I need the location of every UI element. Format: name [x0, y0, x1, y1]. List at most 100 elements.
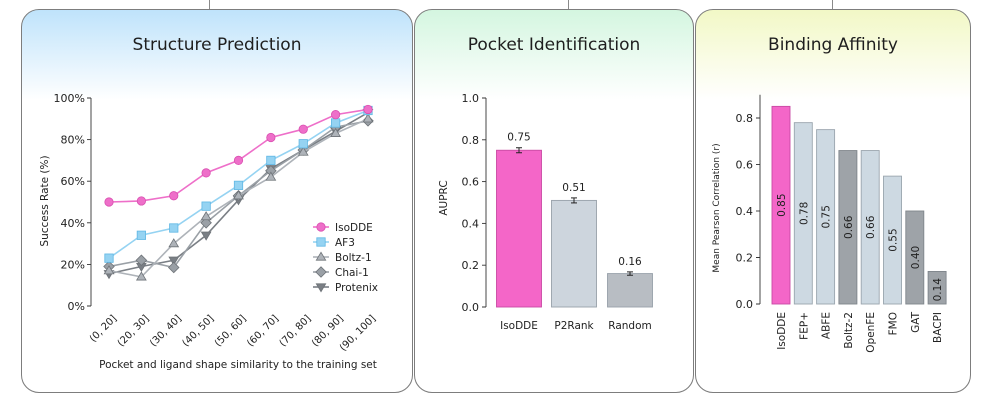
value-label: 0.14 — [932, 278, 944, 302]
panel-title: Structure Prediction — [132, 35, 302, 55]
bar-boltz-2 — [838, 150, 858, 305]
y-axis-label: AUPRC — [438, 180, 450, 215]
value-label: 0.66 — [865, 215, 877, 239]
y-tick-label: 0.0 — [462, 301, 480, 314]
legend-marker — [316, 237, 326, 247]
legend-label: Chai-1 — [335, 267, 369, 279]
panel-title: Binding Affinity — [768, 35, 898, 55]
legend-entry: IsoDDE — [313, 222, 373, 234]
value-label: 0.85 — [776, 193, 788, 216]
y-tick-label: 0.2 — [462, 259, 480, 272]
data-point — [266, 155, 276, 165]
data-point — [135, 271, 147, 281]
legend-entry: AF3 — [313, 237, 355, 249]
bar-fep- — [793, 122, 813, 305]
y-tick-label: 0.8 — [462, 134, 480, 147]
value-label: 0.75 — [507, 132, 530, 144]
data-point — [362, 113, 374, 123]
data-point — [298, 139, 308, 149]
data-point — [104, 253, 114, 263]
y-tick-label: 20% — [61, 258, 85, 271]
data-point — [297, 146, 309, 156]
y-axis-label: Success Rate (%) — [39, 155, 51, 246]
y-tick-label: 0.4 — [462, 217, 480, 230]
data-point — [168, 256, 180, 266]
bar-gat — [905, 210, 925, 305]
legend-entry: Chai-1 — [313, 266, 369, 279]
data-point — [298, 124, 308, 134]
bar-isodde — [496, 149, 542, 308]
data-point — [104, 197, 114, 207]
bar-abfe — [816, 129, 836, 305]
x-tick-label: (60, 70] — [245, 313, 281, 349]
value-label: 0.66 — [843, 215, 855, 239]
panel-title: Pocket Identification — [467, 35, 641, 55]
data-point — [201, 168, 211, 178]
y-tick-label: 0.2 — [736, 252, 754, 265]
bar-p2rank — [551, 199, 597, 308]
data-point — [103, 265, 115, 275]
value-label: 0.55 — [888, 228, 900, 251]
x-tick-label: P2Rank — [554, 320, 594, 332]
y-tick-label: 0.0 — [736, 298, 754, 311]
legend-entry: Boltz-1 — [313, 251, 372, 264]
x-tick-label: (70, 80] — [278, 313, 314, 349]
legend-marker — [316, 222, 326, 232]
y-tick-label: 100% — [54, 92, 85, 105]
value-label: 0.75 — [821, 205, 833, 228]
bar-random — [607, 273, 653, 308]
series-af3 — [104, 105, 373, 263]
data-point — [265, 171, 277, 181]
connector-line-1 — [209, 0, 210, 10]
binding-affinity-panel: Binding Affinity 0.0 0.2 0.4 0.6 0.8 Mean Pea… — [695, 9, 971, 393]
x-tick-label: OpenFE — [865, 312, 877, 353]
x-tick-label: FEP+ — [798, 312, 810, 340]
series-boltz-1 — [103, 113, 374, 281]
x-tick-label: (40, 50] — [180, 313, 216, 349]
data-point — [169, 191, 179, 201]
x-tick-label: GAT — [910, 311, 922, 333]
y-tick-label: 0% — [68, 300, 85, 313]
series-isodde — [104, 104, 373, 207]
x-tick-label: (20, 30] — [116, 313, 152, 349]
x-tick-label: IsoDDE — [500, 320, 538, 332]
structure-prediction-panel: Structure Prediction 0% 20% 40% 60% 80% 100% S… — [21, 9, 413, 393]
legend-label: IsoDDE — [335, 222, 373, 234]
bar-fmo — [883, 175, 902, 305]
connector-line-2 — [568, 0, 569, 10]
x-tick-label: (30, 40] — [148, 313, 184, 349]
y-tick-label: 80% — [61, 134, 85, 147]
x-tick-label: IsoDDE — [776, 312, 788, 350]
x-tick-label: BACPI — [932, 312, 944, 343]
y-tick-label: 0.6 — [736, 159, 754, 172]
x-tick-label: Random — [608, 320, 651, 332]
legend-label: Protenix — [335, 282, 378, 294]
x-tick-label: ABFE — [821, 312, 833, 339]
data-point — [200, 211, 212, 221]
data-point — [200, 217, 212, 229]
data-point — [135, 254, 148, 267]
x-tick-label: Boltz-2 — [843, 312, 855, 349]
bar-openfe — [860, 150, 880, 305]
data-point — [167, 261, 180, 274]
y-tick-label: 1.0 — [462, 92, 480, 105]
value-label: 0.51 — [562, 182, 585, 194]
y-tick-label: 0.4 — [736, 205, 754, 218]
y-tick-label: 0.8 — [736, 112, 754, 125]
data-point — [330, 127, 342, 137]
data-point — [233, 180, 244, 190]
legend-entry: Protenix — [313, 282, 378, 294]
y-tick-label: 0.6 — [462, 176, 480, 189]
bar-isodde — [771, 105, 791, 305]
structure-line-chart: 0% 20% 40% 60% 80% 100% Success Rate (%) (0, 20… — [39, 92, 378, 371]
x-tick-label: (50, 60] — [213, 313, 249, 349]
data-point — [266, 132, 276, 143]
x-tick-label: FMO — [888, 312, 900, 335]
data-point — [363, 104, 373, 115]
data-point — [200, 231, 212, 241]
data-point — [136, 230, 146, 240]
legend-label: AF3 — [335, 237, 355, 249]
y-tick-label: 40% — [61, 217, 85, 230]
data-point — [136, 196, 146, 206]
bar-bacpi — [927, 271, 947, 305]
